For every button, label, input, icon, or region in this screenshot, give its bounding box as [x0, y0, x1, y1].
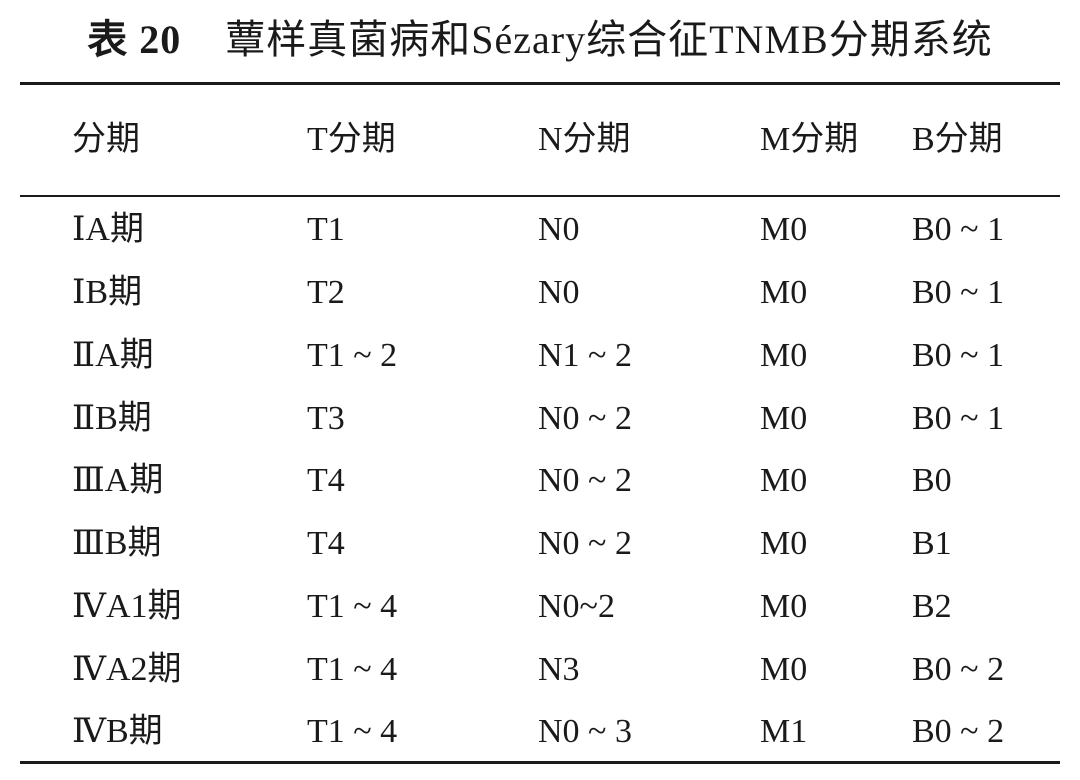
- stage-cell: ⅣB期: [72, 713, 163, 750]
- b-cell: B1: [912, 525, 952, 562]
- table-caption: 表 20 蕈样真菌病和Sézary综合征TNMB分期系统: [0, 12, 1080, 68]
- bottom-rule: [20, 761, 1060, 764]
- b-cell: B0 ~ 1: [912, 400, 1005, 437]
- t-cell: T2: [307, 274, 345, 311]
- t-cell: T1 ~ 2: [307, 337, 398, 374]
- t-cell: T4: [307, 462, 345, 499]
- b-cell: B0 ~ 2: [912, 713, 1005, 750]
- t-cell: T1 ~ 4: [307, 713, 398, 750]
- stage-cell: ⅣA1期: [72, 588, 182, 625]
- m-cell: M0: [760, 337, 808, 374]
- header-n-stage: N分期: [538, 121, 631, 158]
- m-cell: M0: [760, 274, 808, 311]
- b-cell: B0 ~ 1: [912, 211, 1005, 248]
- n-cell: N0 ~ 2: [538, 400, 632, 437]
- t-cell: T1: [307, 211, 345, 248]
- header-stage: 分期: [72, 121, 140, 158]
- stage-cell: ⅡB期: [72, 400, 152, 437]
- t-cell: T1 ~ 4: [307, 651, 398, 688]
- n-cell: N3: [538, 651, 580, 688]
- m-cell: M0: [760, 588, 808, 625]
- stage-cell: ⅢA期: [72, 462, 164, 499]
- n-cell: N0 ~ 2: [538, 525, 632, 562]
- stage-cell: ⅣA2期: [72, 651, 182, 688]
- m-cell: M0: [760, 211, 808, 248]
- stage-cell: ⅠA期: [72, 211, 144, 248]
- top-rule: [20, 82, 1060, 85]
- m-cell: M0: [760, 651, 808, 688]
- stage-cell: ⅠB期: [72, 274, 143, 311]
- b-cell: B0 ~ 2: [912, 651, 1005, 688]
- b-cell: B0 ~ 1: [912, 337, 1005, 374]
- stage-cell: ⅢB期: [72, 525, 162, 562]
- t-cell: T1 ~ 4: [307, 588, 398, 625]
- header-m-stage: M分期: [760, 121, 859, 158]
- header-t-stage: T分期: [307, 121, 396, 158]
- b-cell: B0: [912, 462, 952, 499]
- stage-cell: ⅡA期: [72, 337, 154, 374]
- n-cell: N0: [538, 211, 580, 248]
- header-rule: [20, 195, 1060, 197]
- m-cell: M1: [760, 713, 808, 750]
- n-cell: N0 ~ 3: [538, 713, 632, 750]
- t-cell: T3: [307, 400, 345, 437]
- m-cell: M0: [760, 400, 808, 437]
- b-cell: B0 ~ 1: [912, 274, 1005, 311]
- m-cell: M0: [760, 462, 808, 499]
- n-cell: N0: [538, 274, 580, 311]
- n-cell: N0 ~ 2: [538, 462, 632, 499]
- b-cell: B2: [912, 588, 952, 625]
- table-label: 表 20: [87, 17, 182, 62]
- m-cell: M0: [760, 525, 808, 562]
- n-cell: N1 ~ 2: [538, 337, 632, 374]
- n-cell: N0~2: [538, 588, 615, 625]
- t-cell: T4: [307, 525, 345, 562]
- table-title: 蕈样真菌病和Sézary综合征TNMB分期系统: [225, 17, 993, 62]
- header-b-stage: B分期: [912, 121, 1003, 158]
